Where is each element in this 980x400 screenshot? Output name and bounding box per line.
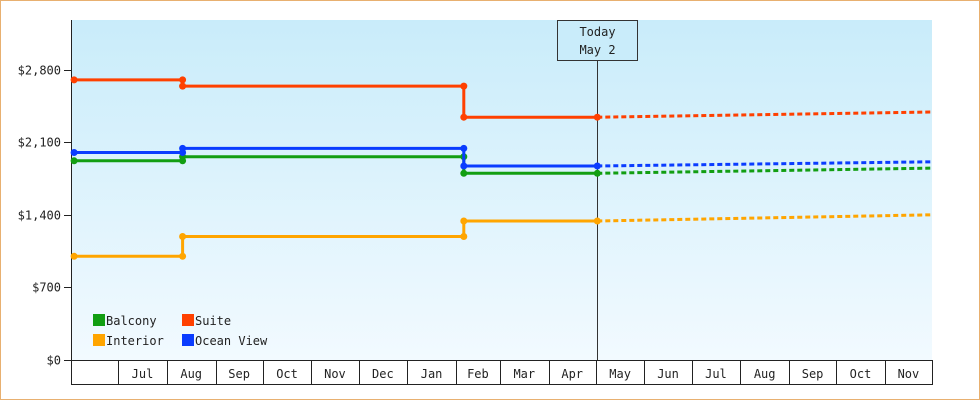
month-label: Mar [513, 367, 535, 381]
legend-swatch [182, 334, 194, 346]
y-tick-label: $700 [32, 281, 61, 295]
today-marker: Today May 2 [557, 20, 638, 360]
legend-label: Suite [195, 314, 231, 328]
balcony-history-line [74, 155, 598, 175]
month-label: Apr [561, 367, 583, 381]
month-label: Sep [802, 367, 824, 381]
month-label: May [609, 367, 631, 381]
month-label: Jul [132, 367, 154, 381]
plot-background [71, 20, 932, 360]
interior-history-line [74, 219, 598, 258]
suite-point [593, 113, 601, 121]
ocean-view-history-line [74, 146, 598, 168]
month-label: Aug [180, 367, 202, 381]
balcony-point [460, 169, 468, 177]
interior-point [460, 217, 468, 225]
month-label: Oct [276, 367, 298, 381]
balcony-point [593, 169, 601, 177]
suite-point [70, 76, 78, 84]
y-tick-label: $2,100 [18, 136, 61, 150]
ocean-view-point [179, 144, 187, 152]
suite-point [179, 76, 187, 84]
y-axis: $0 $700 $1,400 $2,100 $2,800 [18, 20, 72, 385]
interior-point [70, 252, 78, 260]
suite-point [460, 113, 468, 121]
legend-label: Balcony [106, 314, 157, 328]
legend-swatch [182, 314, 194, 326]
month-label: Dec [372, 367, 394, 381]
suite-point [179, 82, 187, 90]
month-label: Jun [657, 367, 679, 381]
month-label: Feb [467, 367, 489, 381]
month-label: Nov [324, 367, 346, 381]
legend-label: Interior [106, 334, 164, 348]
series-lines [70, 76, 933, 260]
ocean-view-point [460, 162, 468, 170]
month-label: Sep [228, 367, 250, 381]
month-label: Jul [705, 367, 727, 381]
today-box [557, 20, 638, 61]
x-axis: Jul Aug Sep Oct Nov Dec Jan Feb Mar Apr May Jun Jul A… [71, 360, 933, 385]
legend-swatch [93, 334, 105, 346]
month-label: Nov [898, 367, 920, 381]
legend-label: Ocean View [195, 334, 268, 348]
interior-point [593, 217, 601, 225]
interior-point [460, 233, 468, 240]
suite-point [460, 82, 468, 90]
y-tick-label: $1,400 [18, 209, 61, 223]
today-date-label: May 2 [579, 43, 615, 57]
y-tick-label: $2,800 [18, 64, 61, 78]
month-label: Aug [754, 367, 776, 381]
interior-point [179, 252, 187, 260]
legend-swatch [93, 314, 105, 326]
today-label: Today [579, 25, 615, 39]
ocean-view-point [70, 149, 78, 156]
suite-history-line [74, 78, 598, 119]
legend: Balcony Suite Interior Ocean View [93, 314, 268, 348]
interior-point [179, 233, 187, 240]
y-tick-label: $0 [47, 354, 61, 368]
month-label: Oct [850, 367, 872, 381]
month-label: Jan [421, 367, 443, 381]
ocean-view-point [460, 144, 468, 152]
ocean-view-point [593, 162, 601, 170]
balcony-point [70, 157, 78, 165]
